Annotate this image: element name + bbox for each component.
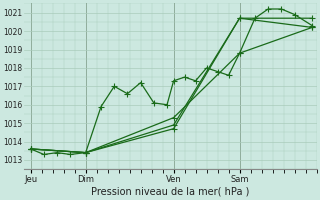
X-axis label: Pression niveau de la mer( hPa ): Pression niveau de la mer( hPa )	[91, 187, 250, 197]
